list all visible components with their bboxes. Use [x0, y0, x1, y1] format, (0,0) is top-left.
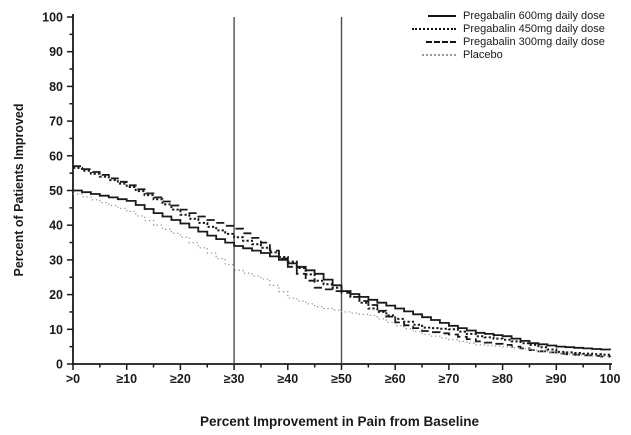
legend-line-sample-dashes	[426, 40, 456, 43]
legend-sample-box	[410, 40, 456, 43]
legend-label: Pregabalin 600mg daily dose	[463, 9, 605, 22]
series-line-pregabalin-300mg-daily-dose	[73, 165, 611, 358]
y-tick-label: 20	[49, 288, 63, 302]
legend-sample-box	[410, 53, 456, 56]
y-tick-label: 40	[49, 219, 63, 233]
y-tick-label: 80	[49, 80, 63, 94]
legend-label: Placebo	[463, 48, 503, 61]
x-axis-title: Percent Improvement in Pain from Baselin…	[199, 414, 480, 429]
legend-item-pregabalin-450mg: Pregabalin 450mg daily dose	[410, 22, 605, 35]
legend-sample-box	[410, 27, 456, 30]
y-tick-label: 10	[49, 323, 63, 337]
x-tick-label: ≥20	[170, 372, 191, 386]
legend-line-sample-fine-dots	[422, 53, 456, 56]
x-tick-label: 100	[600, 372, 621, 386]
x-tick-label: ≥90	[546, 372, 567, 386]
legend-line-sample-dense-dots	[412, 27, 456, 30]
y-tick-label: 50	[49, 184, 63, 198]
y-tick-label: 70	[49, 115, 63, 129]
legend-item-placebo: Placebo	[410, 48, 605, 61]
y-tick-label: 90	[49, 45, 63, 59]
legend-label: Pregabalin 300mg daily dose	[463, 35, 605, 48]
x-tick-label: ≥80	[492, 372, 513, 386]
series-line-placebo	[73, 193, 611, 358]
y-tick-label: 0	[56, 358, 63, 372]
legend-label: Pregabalin 450mg daily dose	[463, 22, 605, 35]
y-axis-title: Percent of Patients Improved	[12, 103, 26, 277]
x-tick-label: ≥50	[331, 372, 352, 386]
x-tick-label: ≥70	[439, 372, 460, 386]
x-tick-label: ≥60	[385, 372, 406, 386]
legend: Pregabalin 600mg daily dose Pregabalin 4…	[410, 9, 605, 61]
legend-line-sample-solid	[428, 14, 456, 17]
legend-sample-box	[410, 14, 456, 17]
y-tick-label: 60	[49, 149, 63, 163]
x-tick-label: ≥40	[277, 372, 298, 386]
legend-item-pregabalin-300mg: Pregabalin 300mg daily dose	[410, 35, 605, 48]
y-tick-label: 30	[49, 253, 63, 267]
y-tick-label: 100	[42, 11, 63, 25]
legend-item-pregabalin-600mg: Pregabalin 600mg daily dose	[410, 9, 605, 22]
x-tick-label: >0	[66, 372, 80, 386]
x-tick-label: ≥30	[224, 372, 245, 386]
x-tick-label: ≥10	[116, 372, 137, 386]
